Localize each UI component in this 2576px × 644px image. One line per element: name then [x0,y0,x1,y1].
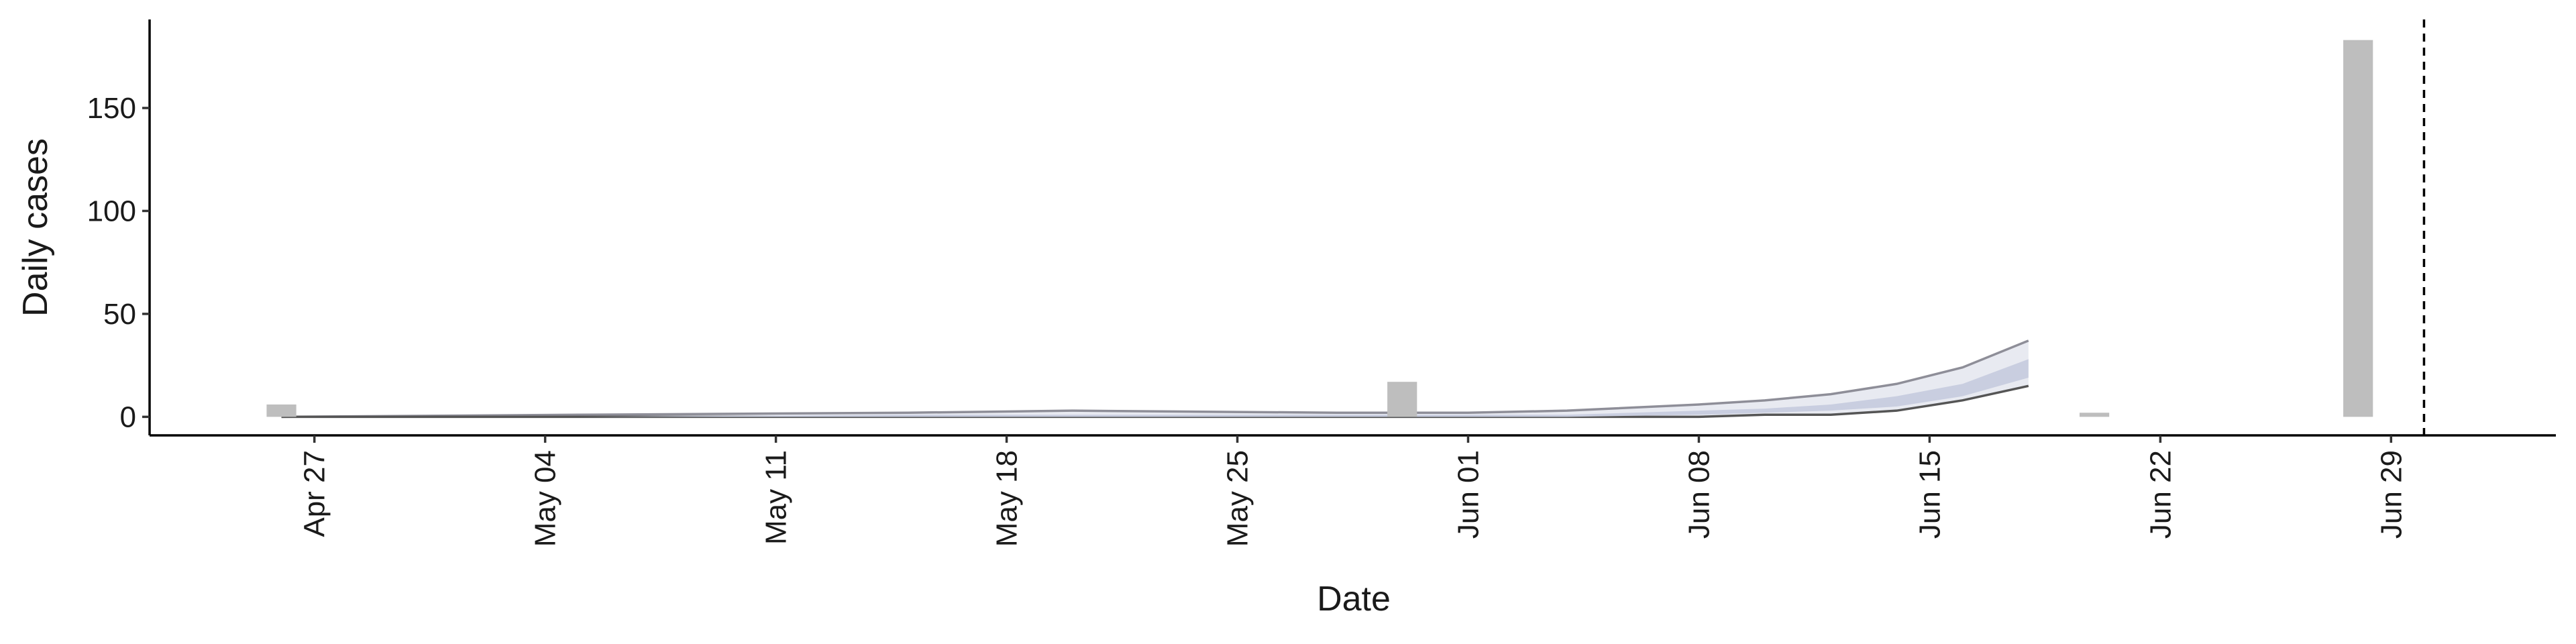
x-tick-label: Jun 29 [2375,450,2408,539]
band [281,340,2029,417]
x-tick-label: May 25 [1222,450,1254,547]
band-edge-line [281,339,2029,419]
x-tick-label: May 11 [760,450,793,545]
y-tick-label: 50 [103,298,136,331]
x-tick-label: Jun 08 [1682,450,1715,539]
x-tick-label: May 18 [991,450,1024,547]
x-tick-label: Apr 27 [299,450,331,537]
x-tick-label: Jun 22 [2144,450,2177,539]
bar [2079,413,2110,417]
x-tick-label: Jun 01 [1452,450,1485,539]
y-tick-label: 150 [87,92,136,125]
bar [1387,382,1417,417]
y-tick-label: 0 [120,400,136,433]
bar [266,404,297,417]
y-axis-title: Daily cases [16,138,55,317]
x-axis-title: Date [1317,580,1391,619]
x-tick-label: Jun 15 [1913,450,1946,539]
bar [2343,40,2373,417]
y-tick-label: 100 [87,195,136,227]
x-tick-label: May 04 [529,450,562,547]
